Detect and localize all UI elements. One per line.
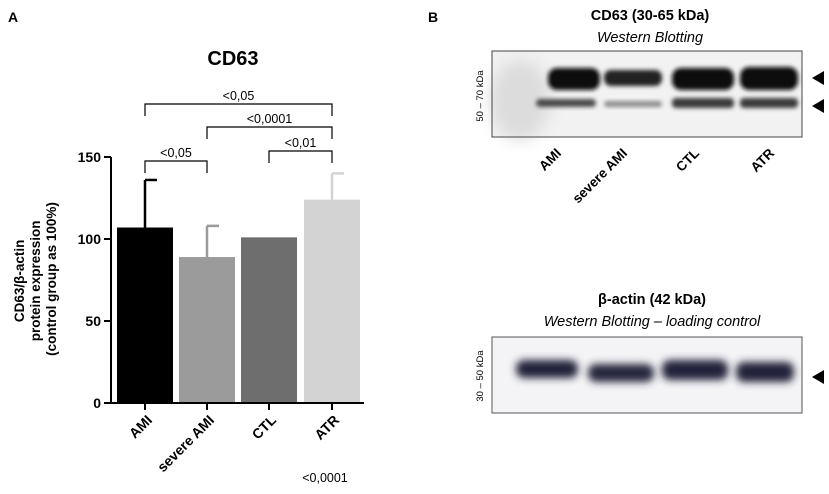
panel-b: B CD63 (30-65 kDa) Western Blotting 50 –… bbox=[428, 8, 824, 414]
cd63-lower-band-arrow-icon bbox=[812, 99, 824, 113]
y-tick-label: 100 bbox=[78, 231, 102, 247]
y-axis: 0 50 100 150 bbox=[78, 149, 112, 411]
blot-lane-label-ctl: CTL bbox=[673, 146, 702, 175]
x-tick-label: AMI bbox=[126, 412, 155, 441]
blot-lane-label-atr: ATR bbox=[748, 145, 778, 175]
significance-label: <0,0001 bbox=[247, 112, 293, 126]
significance-brackets: <0,05 <0,01 <0,0001 <0,05 bbox=[144, 89, 333, 173]
panel-a-label: A bbox=[8, 9, 18, 25]
actin-blot-subtitle: Western Blotting – loading control bbox=[544, 314, 761, 330]
actin-blot-image bbox=[491, 336, 803, 414]
chart-footnote: <0,0001 bbox=[302, 471, 348, 485]
significance-label: <0,05 bbox=[160, 146, 192, 160]
significance-bracket bbox=[144, 103, 333, 116]
cd63-upper-band-arrow-icon bbox=[812, 71, 824, 85]
error-bars bbox=[143, 172, 344, 258]
significance-label: <0,01 bbox=[285, 136, 317, 150]
cd63-blot-title: CD63 (30-65 kDa) bbox=[591, 8, 710, 24]
bar-ctl bbox=[241, 237, 297, 403]
y-tick-label: 0 bbox=[93, 395, 101, 411]
significance-bracket bbox=[206, 126, 333, 139]
x-tick-label: ATR bbox=[311, 412, 342, 443]
x-tick-label: CTL bbox=[249, 411, 280, 442]
significance-label: <0,05 bbox=[223, 89, 255, 103]
y-axis-label: CD63/β-actin protein expression (control… bbox=[12, 202, 59, 356]
bar-atr bbox=[304, 199, 360, 403]
significance-bracket bbox=[268, 150, 333, 163]
bars bbox=[117, 199, 360, 403]
x-tick-label: severe AMI bbox=[154, 412, 217, 475]
y-axis-label-line-2: protein expression bbox=[28, 220, 43, 341]
bar-ami bbox=[117, 227, 173, 403]
cd63-blot-subtitle: Western Blotting bbox=[597, 30, 703, 46]
chart-title: CD63 bbox=[207, 48, 258, 70]
panel-b-label: B bbox=[428, 9, 438, 25]
y-tick-label: 50 bbox=[85, 313, 101, 329]
actin-band-arrow-icon bbox=[812, 370, 824, 384]
panel-a: A CD63 CD63/β-actin protein expression (… bbox=[8, 9, 364, 485]
y-tick-label: 150 bbox=[78, 149, 102, 165]
actin-size-label: 30 – 50 kDa bbox=[475, 350, 486, 402]
cd63-blot-image bbox=[490, 50, 803, 140]
blot-lane-label-severe-ami: severe AMI bbox=[569, 146, 630, 207]
cd63-size-label: 50 – 70 kDa bbox=[475, 70, 486, 122]
y-axis-label-line-3: (control group as 100%) bbox=[44, 202, 59, 356]
significance-bracket bbox=[144, 160, 208, 173]
blot-lane-label-ami: AMI bbox=[536, 146, 564, 174]
bar-severe-ami bbox=[179, 257, 235, 403]
y-axis-label-line-1: CD63/β-actin bbox=[12, 240, 27, 323]
actin-blot-title: β-actin (42 kDa) bbox=[598, 292, 706, 308]
